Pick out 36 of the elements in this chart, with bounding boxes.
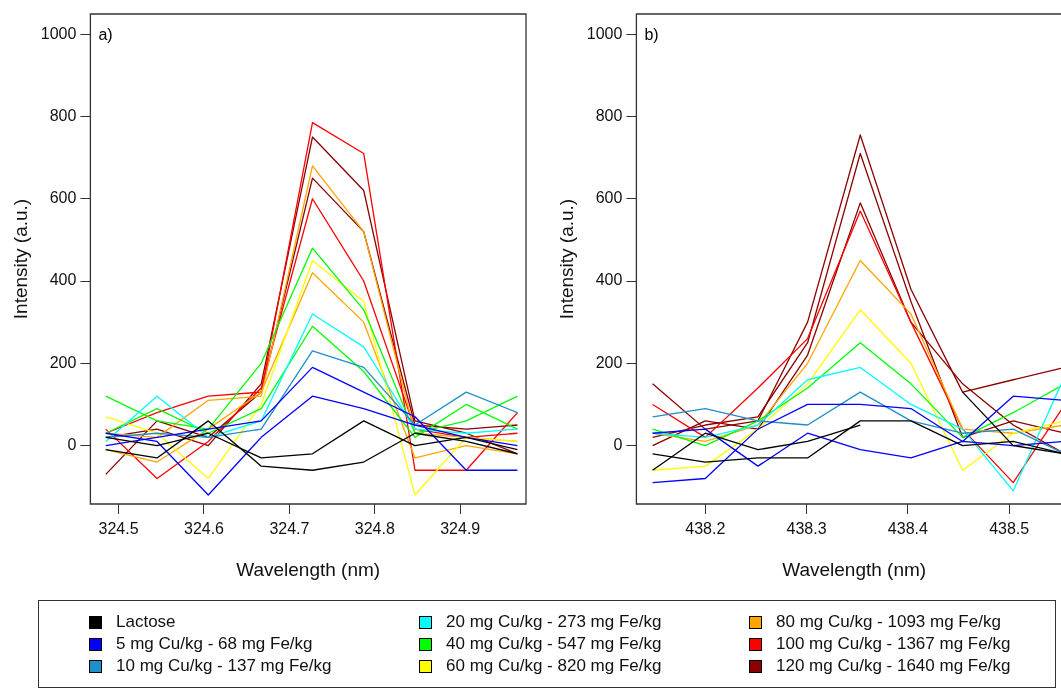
y-tick-label: 400 (595, 271, 623, 289)
x-tick-label: 438.5 (989, 520, 1030, 538)
y-tick-label: 600 (595, 189, 623, 207)
legend-label: 60 mg Cu/kg - 820 mg Fe/kg (446, 656, 662, 676)
y-tick-label: 0 (67, 435, 77, 453)
legend-label: Lactose (116, 612, 176, 632)
y-axis-title: Intensity (a.u.) (9, 198, 31, 320)
y-tick-label: 800 (595, 106, 623, 124)
y-axis-title: Intensity (a.u.) (555, 198, 577, 320)
x-tick-label: 324.6 (183, 520, 225, 538)
legend-label: 100 mg Cu/kg - 1367 mg Fe/kg (776, 634, 1011, 654)
y-tick-label: 0 (613, 435, 623, 453)
x-tick-label: 324.9 (440, 520, 481, 538)
x-axis-title: Wavelength (nm) (236, 558, 381, 580)
legend-label: 5 mg Cu/kg - 68 mg Fe/kg (116, 634, 313, 654)
x-axis-title: Wavelength (nm) (782, 558, 927, 580)
x-tick-label: 438.3 (786, 520, 827, 538)
y-tick-label: 200 (595, 353, 623, 371)
y-tick-label: 600 (49, 189, 77, 207)
annotation: a) (98, 26, 113, 44)
legend-label: 10 mg Cu/kg - 137 mg Fe/kg (116, 656, 332, 676)
x-tick-label: 324.5 (98, 520, 139, 538)
legend-label: 120 mg Cu/kg - 1640 mg Fe/kg (776, 656, 1011, 676)
legend-label: 20 mg Cu/kg - 273 mg Fe/kg (446, 612, 662, 632)
x-tick-label: 438.2 (685, 520, 726, 538)
legend-label: 40 mg Cu/kg - 547 mg Fe/kg (446, 634, 662, 654)
x-tick-label: 438.4 (887, 520, 929, 538)
x-tick-label: 324.7 (269, 520, 310, 538)
annotation: b) (644, 26, 659, 44)
y-tick-label: 1000 (586, 24, 623, 42)
x-tick-label: 324.8 (354, 520, 395, 538)
y-tick-label: 200 (49, 353, 77, 371)
legend-label: 80 mg Cu/kg - 1093 mg Fe/kg (776, 612, 1001, 632)
y-tick-label: 800 (49, 106, 77, 124)
y-tick-label: 1000 (40, 24, 77, 42)
y-tick-label: 400 (49, 271, 77, 289)
